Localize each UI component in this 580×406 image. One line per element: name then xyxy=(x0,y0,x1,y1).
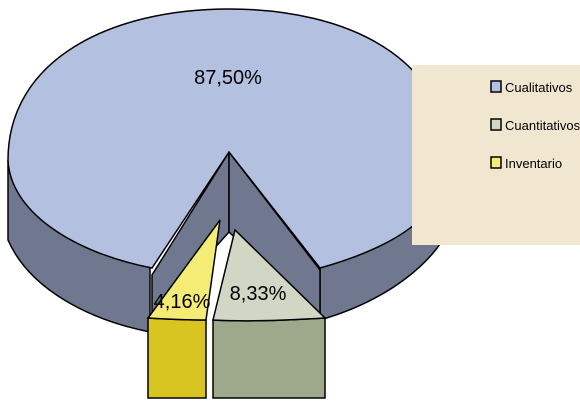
legend-swatch-inventario xyxy=(490,156,502,169)
legend-label-cuantitativos: Cuantitativos xyxy=(505,118,580,133)
slice-cuantitativos-front xyxy=(212,317,326,399)
legend-label-cualitativos: Cualitativos xyxy=(505,80,573,95)
legend-label-inventario: Inventario xyxy=(505,156,562,171)
slice-inventario-front xyxy=(147,317,207,399)
slice-cuantitativos-top xyxy=(212,228,327,322)
data-label-inventario: 4,16% xyxy=(154,291,211,313)
legend-swatch-cuantitativos xyxy=(490,118,502,131)
legend-item-cualitativos: Cualitativos xyxy=(490,80,573,95)
slice-cualitativos xyxy=(7,8,449,333)
data-label-cuantitativos: 8,33% xyxy=(230,283,287,305)
legend: Cualitativos Cuantitativos Inventario xyxy=(412,65,580,245)
legend-item-inventario: Inventario xyxy=(490,156,562,171)
slice-inventario-top xyxy=(146,219,221,321)
legend-item-cuantitativos: Cuantitativos xyxy=(490,118,580,133)
slice-cuantitativos xyxy=(212,228,327,399)
slice-inventario xyxy=(146,219,221,399)
legend-swatch-cualitativos xyxy=(490,80,502,93)
data-label-cualitativos: 87,50% xyxy=(194,67,262,89)
legend-background xyxy=(412,65,580,245)
